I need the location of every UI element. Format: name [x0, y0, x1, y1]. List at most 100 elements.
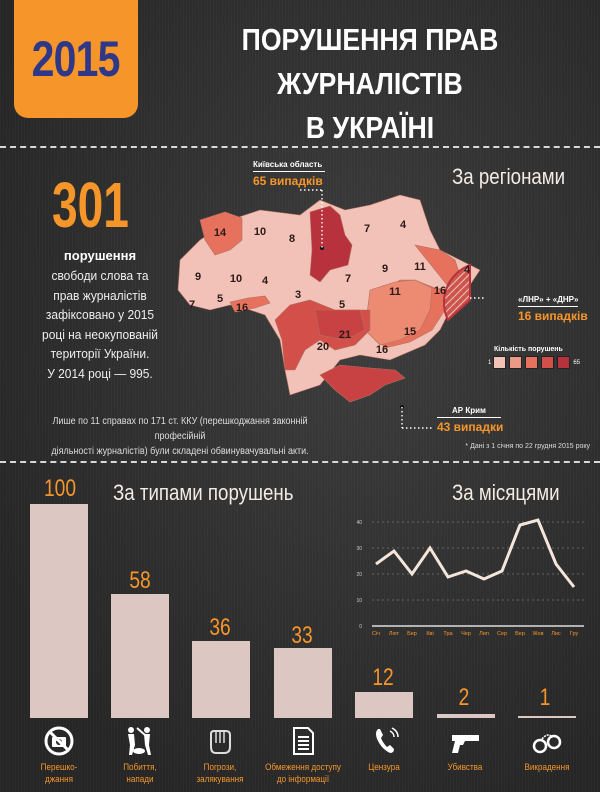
callout-value: 16 випадків	[518, 309, 588, 323]
bar-value: 100	[43, 475, 77, 502]
svg-text:5: 5	[217, 293, 223, 305]
title-line-1: ПОРУШЕННЯ ПРАВ ЖУРНАЛІСТІВ	[241, 22, 499, 101]
svg-text:7: 7	[364, 223, 370, 235]
svg-text:4: 4	[464, 264, 471, 276]
legend-swatch	[557, 356, 571, 369]
note-line: діяльності журналістів) були складені об…	[51, 446, 309, 457]
bar	[192, 641, 250, 718]
svg-text:4: 4	[400, 219, 407, 231]
svg-text:Лют: Лют	[389, 631, 400, 637]
callout-value: 43 випадки	[437, 420, 504, 434]
divider	[0, 146, 600, 148]
bar-value: 33	[291, 622, 313, 649]
svg-text:Вер: Вер	[515, 631, 525, 637]
map-legend: Кількість порушень 1 65	[488, 346, 581, 369]
fist-icon	[210, 730, 231, 754]
year-badge: 2015	[14, 0, 138, 118]
svg-text:Тра: Тра	[443, 631, 453, 637]
svg-text:Кві: Кві	[426, 631, 433, 637]
svg-text:10: 10	[230, 273, 242, 285]
svg-text:16: 16	[434, 285, 446, 297]
svg-text:Лис: Лис	[551, 631, 561, 637]
crimea-callout: АР Крим 43 випадки	[437, 406, 503, 434]
bar	[274, 648, 332, 718]
category-label: Перешко-джання	[40, 762, 78, 784]
summary-text: свободи слова та прав журналістів зафікс…	[17, 266, 183, 383]
svg-text:Гру: Гру	[570, 631, 579, 637]
callout-label: Київська область	[253, 160, 323, 169]
svg-text:Чер: Чер	[461, 631, 471, 637]
svg-text:Сер: Сер	[497, 631, 507, 637]
category-label: Цензура	[368, 762, 400, 772]
bar	[355, 692, 413, 718]
svg-text:Жов: Жов	[533, 631, 544, 637]
svg-text:11: 11	[389, 286, 401, 298]
svg-text:Січ: Січ	[372, 631, 380, 637]
date-footnote: * Дані з 1 січня по 22 грудня 2015 року	[465, 443, 590, 450]
svg-text:9: 9	[195, 271, 201, 283]
beating-icon	[128, 727, 151, 755]
svg-text:20: 20	[317, 341, 329, 353]
summary-line: зафіксовано у 2015	[45, 307, 155, 322]
svg-text:21: 21	[339, 329, 351, 341]
svg-text:8: 8	[289, 233, 295, 245]
svg-text:30: 30	[356, 546, 362, 552]
svg-text:10: 10	[254, 226, 266, 238]
bar	[111, 594, 169, 718]
legend-min: 1	[488, 359, 492, 366]
legend-title: Кількість порушень	[494, 346, 563, 353]
total-label: порушення	[63, 248, 137, 263]
svg-text:20: 20	[356, 572, 362, 578]
summary-line: свободи слова та	[51, 268, 149, 283]
callout-label: «ЛНР» + «ДНР»	[518, 295, 579, 304]
svg-text:7: 7	[189, 299, 195, 311]
category-label: Убивства	[447, 762, 483, 772]
svg-text:5: 5	[339, 299, 345, 311]
summary-line: прав журналістів	[53, 287, 147, 303]
svg-text:4: 4	[262, 275, 269, 287]
note-line: Лише по 11 справах по 171 ст. ККУ (переш…	[52, 416, 308, 442]
category-label: Обмеження доступу до інформації	[265, 762, 341, 784]
summary-line: території України.	[50, 346, 150, 361]
svg-text:14: 14	[214, 227, 227, 239]
svg-text:0: 0	[359, 624, 362, 630]
types-title: За типами порушень	[113, 480, 294, 505]
bar-value: 12	[372, 664, 394, 691]
months-title: За місяцями	[452, 480, 560, 505]
legend-max: 65	[573, 359, 581, 366]
title-line-2: В УКРАЇНІ	[305, 110, 435, 145]
total-violations: 301	[52, 169, 129, 241]
svg-text:10: 10	[356, 598, 362, 604]
category-label: Побиття, напади	[123, 762, 157, 784]
year-text: 2015	[32, 31, 121, 87]
category-label: Викрадення	[524, 762, 570, 772]
page-title: ПОРУШЕННЯ ПРАВ ЖУРНАЛІСТІВ В УКРАЇНІ	[172, 18, 568, 150]
svg-text:9: 9	[382, 263, 388, 275]
svg-text:16: 16	[376, 344, 388, 356]
divider	[0, 461, 600, 463]
no-camera-icon	[44, 726, 74, 756]
legend-swatch	[525, 356, 539, 369]
svg-text:3: 3	[295, 289, 301, 301]
bar-value: 2	[458, 684, 470, 711]
handcuffs-icon	[532, 734, 562, 754]
bar-value: 58	[129, 567, 151, 594]
bar-value: 36	[209, 614, 231, 641]
document-icon	[293, 727, 314, 755]
svg-text:15: 15	[404, 326, 416, 338]
summary-line: У 2014 році — 995.	[47, 365, 153, 381]
summary-line: році на неокупованій	[42, 326, 158, 342]
legend-swatch	[493, 356, 507, 369]
bar	[437, 714, 495, 718]
bar	[518, 716, 576, 718]
svg-text:16: 16	[236, 302, 248, 314]
pistol-icon	[452, 735, 479, 753]
phone-icon	[376, 727, 399, 753]
occupied-callout: «ЛНР» + «ДНР» 16 випадків	[518, 295, 588, 323]
callout-value: 65 випадків	[253, 174, 323, 188]
bar	[30, 504, 88, 718]
indictment-note: Лише по 11 справах по 171 ст. ККУ (переш…	[27, 414, 333, 459]
legend-swatch	[509, 356, 523, 369]
